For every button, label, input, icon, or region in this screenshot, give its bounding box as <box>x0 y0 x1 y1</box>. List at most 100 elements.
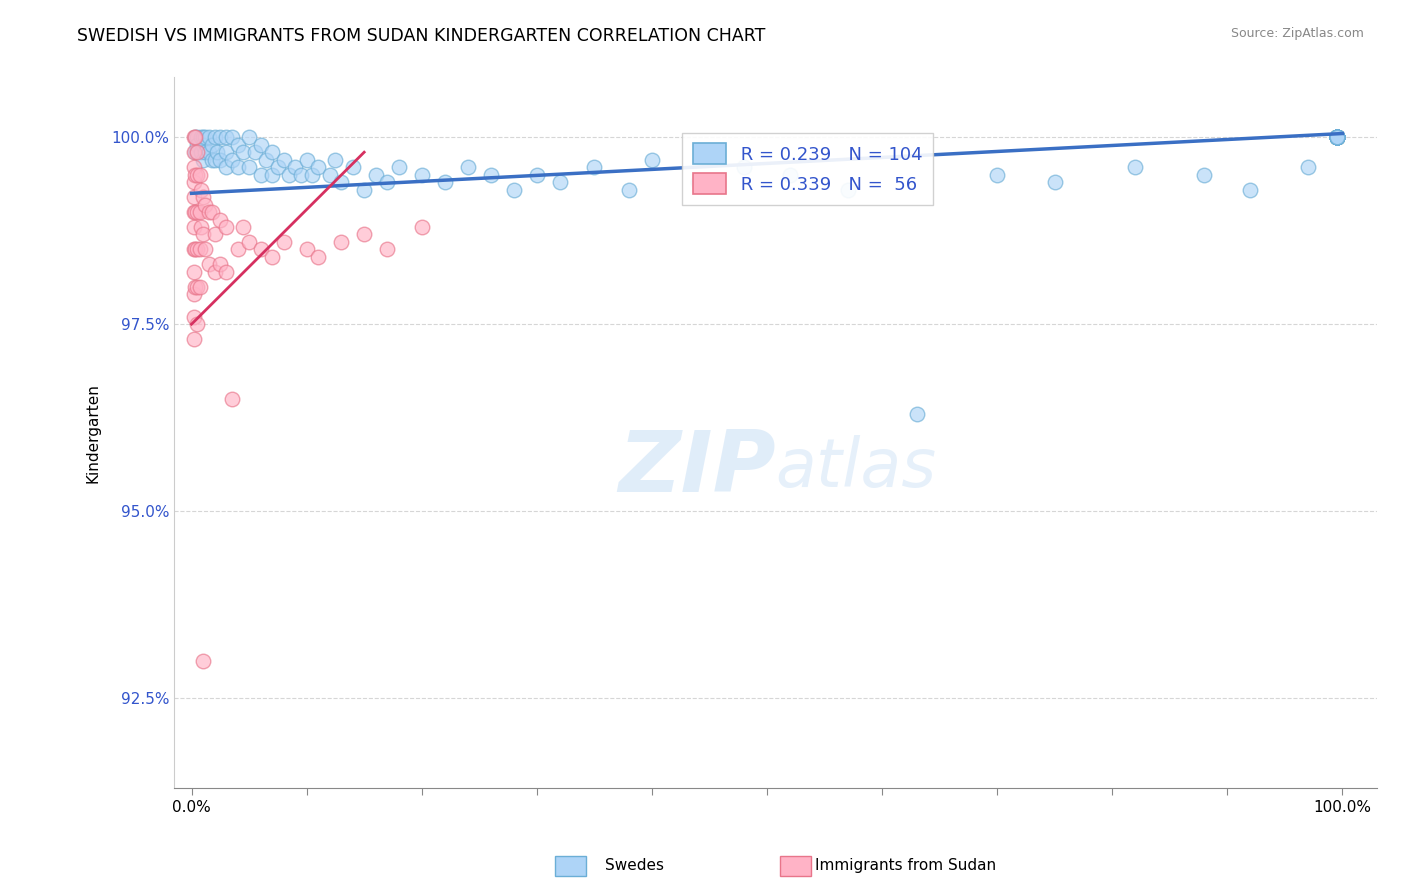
Point <box>183 190 205 204</box>
Point <box>191 190 214 204</box>
Point <box>375 243 398 257</box>
Point <box>184 280 207 294</box>
Point <box>238 130 260 145</box>
Point <box>1326 130 1348 145</box>
Point <box>186 130 208 145</box>
Point <box>1326 130 1348 145</box>
Point <box>186 243 208 257</box>
Point <box>1326 130 1348 145</box>
Point <box>215 219 238 234</box>
Point <box>226 137 249 152</box>
Point <box>318 168 340 182</box>
Point <box>837 183 859 197</box>
Point <box>411 219 433 234</box>
Point <box>198 130 221 145</box>
Point <box>301 168 323 182</box>
Point <box>183 160 205 174</box>
Text: Swedes: Swedes <box>605 858 664 872</box>
Point <box>1326 130 1348 145</box>
Point <box>204 227 226 242</box>
Point <box>1326 130 1348 145</box>
Point <box>221 153 243 167</box>
Point <box>262 145 284 160</box>
Point <box>215 130 238 145</box>
Point <box>186 137 208 152</box>
Point <box>232 145 254 160</box>
Point <box>254 153 277 167</box>
Point <box>433 175 456 189</box>
Point <box>1326 130 1348 145</box>
Point <box>188 280 211 294</box>
Point <box>186 168 208 182</box>
Point <box>183 130 205 145</box>
Text: Source: ZipAtlas.com: Source: ZipAtlas.com <box>1230 27 1364 40</box>
Point <box>183 205 205 219</box>
Point <box>190 130 212 145</box>
Point <box>353 183 375 197</box>
Point <box>1326 130 1348 145</box>
Text: SWEDISH VS IMMIGRANTS FROM SUDAN KINDERGARTEN CORRELATION CHART: SWEDISH VS IMMIGRANTS FROM SUDAN KINDERG… <box>77 27 766 45</box>
Point <box>479 168 502 182</box>
Point <box>194 243 217 257</box>
Point <box>183 332 205 346</box>
Point <box>184 205 207 219</box>
Point <box>1326 130 1348 145</box>
Point <box>1326 130 1348 145</box>
Point <box>1326 130 1348 145</box>
Point <box>375 175 398 189</box>
Point <box>1326 130 1348 145</box>
Point <box>209 153 232 167</box>
Point <box>273 153 295 167</box>
Point <box>307 250 329 264</box>
Point <box>183 243 205 257</box>
Legend:  R = 0.239   N = 104,  R = 0.339   N =  56: R = 0.239 N = 104, R = 0.339 N = 56 <box>682 133 934 205</box>
Point <box>226 243 249 257</box>
Point <box>330 235 353 249</box>
Point <box>267 160 290 174</box>
Point <box>1326 130 1348 145</box>
Point <box>779 168 801 182</box>
Point <box>221 392 243 406</box>
Point <box>641 153 664 167</box>
Point <box>186 280 208 294</box>
Point <box>209 212 232 227</box>
Point <box>194 145 217 160</box>
Point <box>1326 130 1348 145</box>
Y-axis label: Kindergarten: Kindergarten <box>86 383 100 483</box>
Point <box>186 317 208 331</box>
Point <box>502 183 524 197</box>
Point <box>262 250 284 264</box>
Point <box>186 145 208 160</box>
Point <box>184 130 207 145</box>
Point <box>238 235 260 249</box>
Point <box>209 130 232 145</box>
Point <box>1326 130 1348 145</box>
Point <box>201 137 224 152</box>
Point <box>249 168 271 182</box>
Point <box>353 227 375 242</box>
Point <box>191 227 214 242</box>
Point <box>191 153 214 167</box>
Point <box>278 168 301 182</box>
Point <box>1043 175 1066 189</box>
Point <box>232 219 254 234</box>
Point <box>1123 160 1146 174</box>
Point <box>1326 130 1348 145</box>
Point <box>1326 130 1348 145</box>
Point <box>184 130 207 145</box>
Point <box>198 205 221 219</box>
Point <box>188 205 211 219</box>
Point <box>905 407 928 421</box>
Point <box>1239 183 1261 197</box>
Point <box>204 265 226 279</box>
Point <box>1326 130 1348 145</box>
Point <box>342 160 364 174</box>
Point <box>183 265 205 279</box>
Point <box>1326 130 1348 145</box>
Text: Immigrants from Sudan: Immigrants from Sudan <box>815 858 997 872</box>
Point <box>204 130 226 145</box>
Point <box>617 183 640 197</box>
Point <box>184 168 207 182</box>
Point <box>190 219 212 234</box>
Point <box>238 160 260 174</box>
